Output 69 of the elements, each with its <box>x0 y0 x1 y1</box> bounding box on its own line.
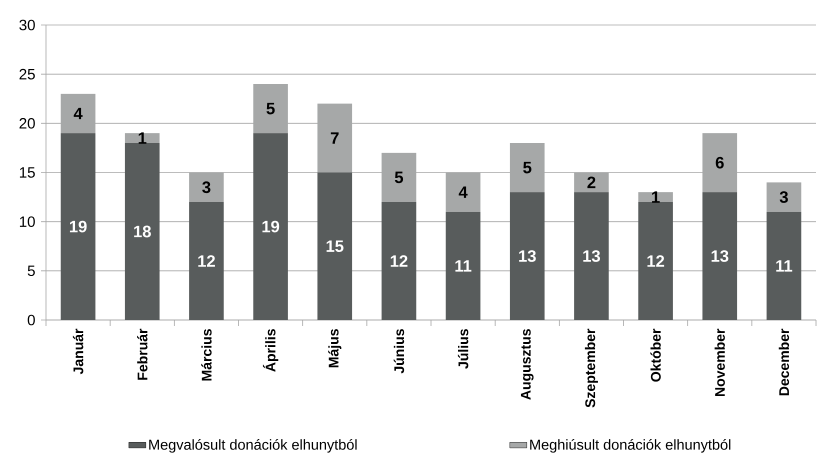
data-label: 13 <box>583 250 600 262</box>
x-tick-label: November <box>714 328 725 396</box>
bar <box>60 94 96 134</box>
x-tick-label: Július <box>458 329 468 369</box>
data-label: 11 <box>455 260 472 272</box>
bar <box>510 143 545 192</box>
bar <box>253 133 288 320</box>
legend-label: Meghiúsult donációk elhunytból <box>530 439 730 453</box>
bar <box>766 212 802 320</box>
x-tick-label: Február <box>137 328 148 380</box>
bar <box>446 212 480 320</box>
bar <box>60 133 96 320</box>
bar <box>446 172 480 212</box>
bar <box>317 104 352 172</box>
x-tick-label: Május <box>328 329 342 368</box>
legend-label: Megvalósult donációk elhunytból <box>149 439 357 453</box>
bar <box>124 133 160 143</box>
x-tick-label: Január <box>72 328 84 374</box>
data-label: 18 <box>134 226 151 238</box>
data-label: 6 <box>716 156 724 168</box>
y-tick-label: 30 <box>19 20 35 30</box>
bar <box>702 192 738 320</box>
data-label: 12 <box>390 255 408 267</box>
data-label: 13 <box>519 250 536 262</box>
x-tick-label: Április <box>262 329 278 372</box>
data-label: 19 <box>262 220 280 232</box>
x-tick-label: Március <box>201 329 212 380</box>
data-label: 5 <box>266 102 275 114</box>
data-label: 5 <box>523 162 532 174</box>
bar <box>574 192 609 320</box>
data-label: 3 <box>202 181 210 194</box>
x-tick-label: Október <box>650 328 661 382</box>
bar <box>382 202 416 320</box>
data-label: 2 <box>587 176 596 188</box>
data-label: 3 <box>780 191 788 203</box>
bar <box>317 172 352 320</box>
bar <box>189 202 224 320</box>
bar <box>382 152 416 202</box>
data-label: 4 <box>74 108 83 120</box>
y-tick-label: 5 <box>28 266 35 276</box>
data-label: 15 <box>326 240 344 252</box>
data-label: 13 <box>712 250 728 262</box>
bar <box>638 192 673 202</box>
bar <box>510 192 545 320</box>
x-tick-label: Június <box>394 329 404 374</box>
data-label: 4 <box>458 186 468 198</box>
data-label: 1 <box>652 191 660 203</box>
data-label: 5 <box>394 172 404 184</box>
bar <box>702 133 738 192</box>
bar <box>124 143 160 320</box>
data-label: 12 <box>198 255 215 267</box>
bar <box>253 84 288 134</box>
y-tick-label: 20 <box>20 118 35 129</box>
data-label: 1 <box>138 132 146 144</box>
y-tick-label: 0 <box>28 314 35 326</box>
data-label: 11 <box>776 260 792 272</box>
y-tick-label: 10 <box>20 216 35 227</box>
x-tick-label: December <box>778 328 790 396</box>
data-label: 12 <box>647 255 664 267</box>
y-tick-label: 15 <box>20 167 35 178</box>
x-tick-label: Szeptember <box>584 328 598 408</box>
y-tick-label: 25 <box>20 68 35 80</box>
bar <box>574 172 609 192</box>
bar <box>766 182 802 212</box>
bar <box>189 172 224 202</box>
data-label: 7 <box>330 132 339 144</box>
bar <box>638 202 673 320</box>
x-tick-label: Augusztus <box>520 329 534 400</box>
data-label: 19 <box>70 220 87 232</box>
